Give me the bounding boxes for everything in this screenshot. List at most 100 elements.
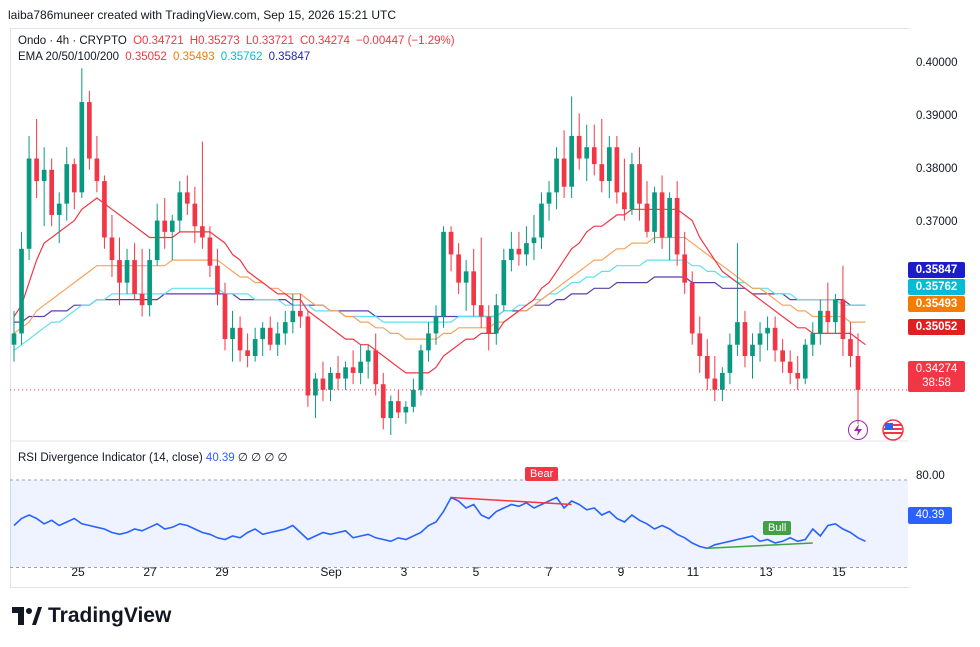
candle-body	[177, 192, 183, 221]
candle-body	[855, 356, 861, 390]
candle-body	[622, 192, 627, 210]
candle-body	[524, 243, 529, 255]
rsi-value-label: 40.39	[908, 507, 952, 524]
candle-body	[350, 367, 356, 373]
ema50-line	[13, 236, 866, 340]
x-tick: Sep	[320, 565, 342, 579]
candle-body	[109, 237, 115, 261]
candle-body	[471, 271, 477, 306]
candle-body	[667, 198, 672, 238]
candle-body	[154, 220, 160, 261]
ema50-value: 0.35493	[173, 51, 215, 63]
rsi-value: 40.39	[205, 452, 235, 464]
x-tick: 9	[617, 565, 625, 579]
candle-body	[757, 333, 763, 345]
candle-body	[222, 293, 228, 340]
current-price-label: 0.34274 38:58	[908, 361, 965, 392]
candle-body	[388, 401, 394, 419]
candle-body	[132, 260, 137, 294]
candle-body	[584, 147, 590, 159]
candle-body	[682, 254, 688, 283]
candle-body	[840, 299, 846, 340]
symbol-name[interactable]: Ondo · 4h · CRYPTO	[18, 35, 127, 47]
ema100-line	[13, 259, 866, 351]
candle-body	[720, 372, 725, 390]
candle-body	[49, 169, 55, 215]
low-value: L0.33721	[245, 35, 294, 47]
candle-body	[516, 248, 522, 255]
candle-body	[817, 310, 823, 334]
candle-body	[704, 356, 710, 379]
candle-body	[802, 344, 808, 379]
ema-label[interactable]: EMA 20/50/100/200	[18, 51, 120, 63]
candle-body	[614, 147, 620, 193]
candle-body	[637, 164, 642, 204]
x-tick: 5	[472, 565, 480, 579]
candle-body	[162, 220, 168, 232]
candle-body	[561, 158, 567, 187]
candle-body	[147, 260, 152, 306]
rsi-band	[10, 480, 908, 568]
candle-body	[373, 350, 379, 385]
candle-body	[41, 169, 47, 182]
candle-body	[267, 327, 273, 345]
chart-frame	[10, 28, 909, 588]
candle-body	[576, 135, 582, 159]
ema50-price-label: 0.35493	[908, 296, 965, 312]
close-value: C0.34274	[300, 35, 350, 47]
us-flag-icon[interactable]	[882, 419, 904, 441]
candle-body	[207, 237, 213, 266]
lightning-icon[interactable]	[848, 420, 868, 440]
ema200-price-label: 0.35847	[908, 262, 965, 278]
candle-body	[659, 192, 665, 238]
candle-body	[94, 158, 100, 182]
candle-body	[652, 192, 657, 232]
candle-body	[539, 203, 544, 238]
candle-body	[486, 316, 492, 334]
change-value: −0.00447 (−1.29%)	[356, 35, 455, 47]
candle-body	[418, 350, 424, 390]
chart-credit: laiba786muneer created with TradingView.…	[8, 8, 397, 22]
candle-body	[787, 361, 793, 373]
open-value: O0.34721	[133, 35, 184, 47]
candle-body	[395, 401, 401, 413]
candle-body	[252, 339, 258, 356]
candle-body	[463, 271, 469, 283]
candle-body	[697, 333, 703, 356]
tradingview-logo[interactable]: TradingView	[12, 604, 171, 628]
candle-body	[848, 339, 853, 356]
candle-body	[735, 322, 740, 345]
candle-body	[674, 198, 680, 255]
candle-body	[102, 181, 107, 238]
candle-body	[554, 158, 559, 193]
x-tick: 15	[832, 565, 846, 579]
candle-body	[298, 310, 303, 317]
candle-body	[26, 158, 32, 249]
candle-body	[358, 361, 363, 373]
candle-body	[411, 389, 416, 407]
x-tick: 11	[686, 565, 700, 579]
candle-body	[727, 344, 733, 373]
candle-body	[501, 260, 507, 306]
x-tick: 3	[400, 565, 408, 579]
candle-body	[71, 164, 77, 193]
candle-body	[343, 367, 348, 379]
candle-body	[606, 147, 612, 182]
candle-body	[833, 299, 838, 323]
bull-divergence-tag: Bull	[763, 521, 792, 535]
ema200-value: 0.35847	[268, 51, 311, 63]
rsi-label[interactable]: RSI Divergence Indicator (14, close)	[18, 452, 203, 464]
x-tick: 29	[215, 565, 229, 579]
candle-body	[546, 192, 552, 204]
candle-body	[380, 384, 386, 419]
x-tick: 7	[545, 565, 553, 579]
candle-body	[433, 316, 439, 334]
candle-body	[34, 158, 39, 182]
candle-body	[509, 248, 514, 261]
rsi-line	[13, 496, 866, 550]
x-tick: 27	[143, 565, 157, 579]
candle-body	[335, 372, 341, 379]
candle-body	[403, 406, 409, 413]
candle-body	[795, 372, 801, 379]
